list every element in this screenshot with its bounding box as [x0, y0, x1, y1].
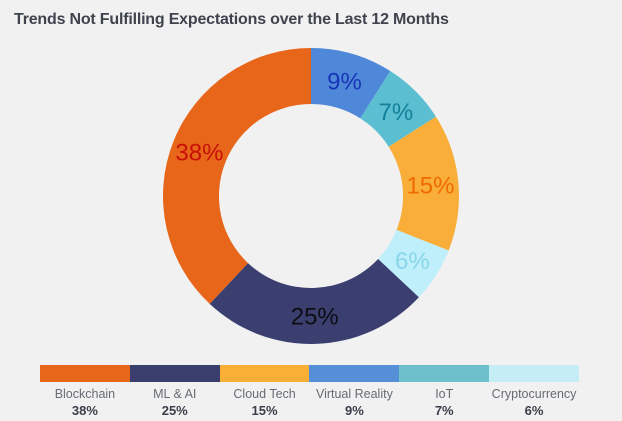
legend-swatch-virtual-reality: [309, 365, 400, 382]
legend-label: ML & AI: [153, 387, 197, 401]
donut-slice-virtual-reality: [311, 48, 391, 119]
legend-item-cryptocurrency: Cryptocurrency 6%: [489, 365, 579, 418]
legend-item-blockchain: Blockchain 38%: [40, 365, 130, 418]
donut-slice-value-blockchain: 38%: [175, 139, 223, 166]
legend-label: Cloud Tech: [233, 387, 296, 401]
donut-slice-blockchain: [163, 48, 311, 304]
legend-swatch-cryptocurrency: [489, 365, 579, 382]
legend-label: Virtual Reality: [315, 387, 393, 401]
donut-slice-cryptocurrency: [378, 229, 449, 298]
legend-item-ml-ai: ML & AI 25%: [129, 365, 220, 418]
donut-slice-ml-ai: [209, 258, 419, 344]
donut-chart: 9% 7% 15% 6% 25% 38%: [163, 48, 460, 344]
legend-swatch-ml-ai: [129, 365, 220, 382]
donut-slice-iot: [360, 71, 436, 147]
chart-title: Trends Not Fulfilling Expectations over …: [14, 11, 449, 28]
legend-label: IoT: [435, 387, 454, 401]
legend-percent: 6%: [524, 402, 544, 418]
legend-item-iot: IoT 7%: [399, 365, 490, 418]
donut-slice-value-iot: 7%: [379, 99, 414, 126]
legend-percent: 38%: [71, 402, 98, 418]
legend-item-virtual-reality: Virtual Reality 9%: [309, 365, 400, 418]
legend-percent: 9%: [345, 402, 364, 418]
legend-swatch-iot: [399, 365, 490, 382]
legend-percent: 7%: [434, 402, 454, 418]
donut-slice-value-cryptocurrency: 6%: [395, 248, 430, 275]
donut-slice-value-ml-ai: 25%: [291, 304, 339, 331]
legend-percent: 15%: [251, 402, 278, 418]
legend-item-cloud-tech: Cloud Tech 15%: [219, 365, 310, 418]
donut-slice-cloud-tech: [388, 116, 460, 251]
donut-slice-value-cloud-tech: 15%: [406, 172, 454, 199]
legend: Blockchain 38% ML & AI 25% Cloud Tech 15% Virt…: [40, 365, 579, 418]
donut-slice-value-virtual-reality: 9%: [327, 68, 362, 95]
legend-swatch-blockchain: [40, 365, 130, 382]
legend-percent: 25%: [161, 402, 188, 418]
legend-label: Cryptocurrency: [491, 387, 577, 401]
legend-label: Blockchain: [54, 387, 116, 401]
legend-swatch-cloud-tech: [219, 365, 310, 382]
